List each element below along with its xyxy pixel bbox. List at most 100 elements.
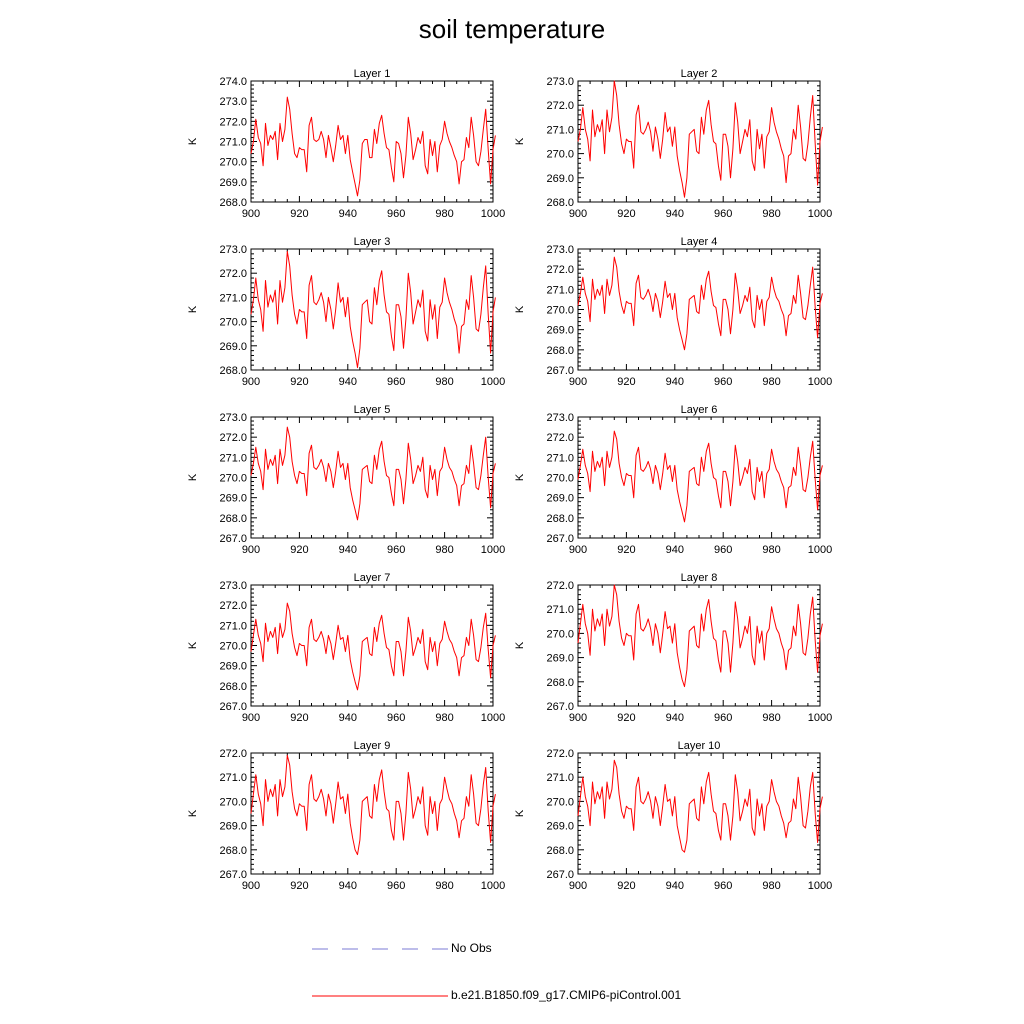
x-tick-label: 960 (714, 376, 732, 388)
x-tick-label: 980 (762, 208, 780, 220)
y-axis-label: K (514, 809, 526, 817)
y-tick-label: 271.0 (546, 452, 574, 464)
x-tick-label: 900 (569, 544, 587, 556)
panel-layer-1: Layer 1 K 900 920 940 960 980 1000 268.0 269.0 270… (187, 68, 505, 220)
x-tick-label: 940 (666, 544, 684, 556)
y-tick-label: 267.0 (219, 533, 247, 545)
x-tick-label: 900 (242, 376, 260, 388)
panel-frame (250, 416, 494, 539)
y-tick-label: 272.0 (219, 600, 247, 612)
x-tick-label: 940 (666, 208, 684, 220)
y-tick-label: 270.0 (219, 473, 247, 485)
panel-title: Layer 2 (681, 68, 718, 80)
y-tick-label: 269.0 (219, 661, 247, 673)
y-tick-label: 268.0 (546, 677, 574, 689)
series-line (577, 430, 823, 523)
x-tick-label: 920 (617, 880, 635, 892)
series-line (250, 250, 496, 369)
y-tick-label: 268.0 (219, 513, 247, 525)
x-tick-label: 940 (339, 544, 357, 556)
y-tick-label: 271.0 (219, 772, 247, 784)
x-tick-label: 1000 (808, 376, 832, 388)
y-tick-label: 270.0 (546, 305, 574, 317)
series-line (577, 256, 823, 351)
x-tick-label: 940 (339, 880, 357, 892)
y-axis-label: K (514, 305, 526, 313)
y-tick-label: 270.0 (219, 317, 247, 329)
panel-layer-8: Layer 8 K 900 920 940 960 980 1000 267.0 268.0 269… (514, 572, 832, 724)
x-tick-label: 1000 (481, 208, 505, 220)
x-tick-label: 920 (617, 208, 635, 220)
y-tick-label: 272.0 (219, 268, 247, 280)
panel-frame (577, 80, 821, 203)
x-tick-label: 980 (762, 544, 780, 556)
y-tick-label: 268.0 (546, 197, 574, 209)
y-tick-label: 268.0 (546, 845, 574, 857)
y-tick-label: 270.0 (219, 157, 247, 169)
y-tick-label: 268.0 (219, 845, 247, 857)
y-tick-label: 271.0 (219, 137, 247, 149)
panel-frame (250, 248, 494, 371)
y-tick-label: 271.0 (546, 772, 574, 784)
x-tick-label: 900 (242, 208, 260, 220)
panel-layer-5: Layer 5 K 900 920 940 960 980 1000 267.0 268.0 269… (187, 404, 505, 556)
y-axis-label: K (187, 809, 199, 817)
y-tick-label: 268.0 (219, 681, 247, 693)
y-tick-label: 273.0 (546, 76, 574, 88)
series-line (577, 759, 823, 853)
y-axis-label: K (514, 641, 526, 649)
x-tick-label: 1000 (481, 544, 505, 556)
x-tick-label: 980 (435, 712, 453, 724)
panel-title: Layer 1 (354, 68, 391, 80)
y-tick-label: 268.0 (219, 365, 247, 377)
y-tick-label: 269.0 (219, 177, 247, 189)
x-tick-label: 920 (290, 712, 308, 724)
y-tick-label: 272.0 (546, 100, 574, 112)
series-line (250, 602, 496, 691)
x-tick-label: 940 (666, 880, 684, 892)
y-tick-label: 269.0 (546, 325, 574, 337)
y-tick-label: 267.0 (219, 869, 247, 881)
x-tick-label: 1000 (808, 712, 832, 724)
x-tick-label: 920 (290, 880, 308, 892)
x-tick-label: 900 (569, 880, 587, 892)
y-tick-label: 270.0 (546, 473, 574, 485)
x-tick-label: 920 (617, 376, 635, 388)
y-tick-label: 270.0 (219, 796, 247, 808)
x-tick-label: 980 (762, 376, 780, 388)
y-tick-label: 269.0 (219, 821, 247, 833)
y-tick-label: 273.0 (219, 580, 247, 592)
y-tick-label: 269.0 (219, 493, 247, 505)
x-tick-label: 1000 (808, 208, 832, 220)
y-tick-label: 274.0 (219, 76, 247, 88)
series-line (250, 426, 496, 521)
y-tick-label: 267.0 (546, 869, 574, 881)
y-tick-label: 269.0 (546, 173, 574, 185)
x-tick-label: 1000 (481, 376, 505, 388)
x-tick-label: 980 (762, 880, 780, 892)
x-tick-label: 920 (290, 208, 308, 220)
y-tick-label: 267.0 (546, 701, 574, 713)
y-axis-label: K (187, 305, 199, 313)
y-tick-label: 272.0 (546, 580, 574, 592)
x-tick-label: 1000 (808, 544, 832, 556)
y-tick-label: 267.0 (546, 533, 574, 545)
x-tick-label: 960 (387, 208, 405, 220)
x-tick-label: 900 (242, 880, 260, 892)
x-tick-label: 980 (435, 208, 453, 220)
y-tick-label: 273.0 (219, 244, 247, 256)
y-tick-label: 272.0 (219, 432, 247, 444)
x-tick-label: 980 (762, 712, 780, 724)
x-tick-label: 940 (339, 712, 357, 724)
panel-layer-7: Layer 7 K 900 920 940 960 980 1000 267.0 268.0 269… (187, 572, 505, 724)
series-line (250, 754, 496, 856)
x-tick-label: 960 (387, 544, 405, 556)
y-tick-label: 269.0 (219, 341, 247, 353)
x-tick-label: 940 (339, 208, 357, 220)
y-tick-label: 270.0 (219, 641, 247, 653)
x-tick-label: 940 (339, 376, 357, 388)
x-tick-label: 960 (714, 880, 732, 892)
x-tick-label: 940 (666, 712, 684, 724)
y-tick-label: 267.0 (219, 701, 247, 713)
